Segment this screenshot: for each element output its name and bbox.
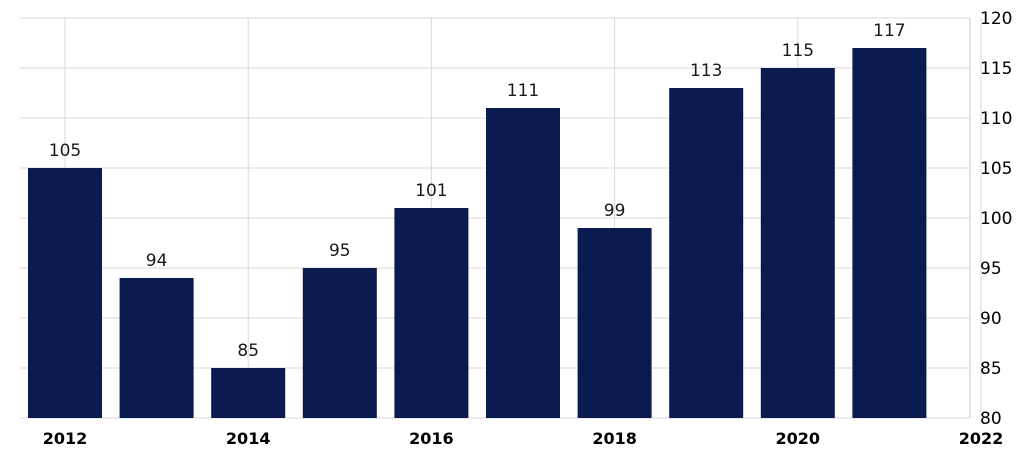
y-tick-label: 90: [980, 309, 1002, 329]
data-label-2021: 117: [873, 21, 905, 41]
x-tick-label: 2018: [592, 429, 637, 448]
bar-2013: [119, 278, 194, 418]
data-label-2016: 101: [415, 181, 447, 201]
bar-2017: [486, 108, 560, 418]
y-tick-label: 80: [980, 409, 1002, 429]
x-tick-label: 2014: [226, 429, 271, 448]
y-tick-label: 95: [980, 259, 1002, 279]
y-tick-label: 110: [980, 109, 1012, 129]
data-label-2015: 95: [329, 241, 351, 261]
data-label-2017: 111: [507, 81, 539, 101]
data-labels: 105 94 85 95 101 111 99 113 115 117: [49, 21, 906, 361]
y-tick-label: 105: [980, 159, 1012, 179]
y-tick-label: 120: [980, 9, 1012, 29]
bar-2012: [28, 168, 102, 418]
bar-2021: [852, 48, 927, 418]
bar-2015: [302, 268, 377, 418]
x-tick-label: 2022: [959, 429, 1004, 448]
y-tick-label: 100: [980, 209, 1012, 229]
data-label-2020: 115: [782, 41, 814, 61]
x-axis-ticks: 2012 2014 2016 2018 2020 2022: [43, 429, 1004, 448]
bar-2018: [577, 228, 652, 418]
data-label-2018: 99: [604, 201, 626, 221]
x-tick-label: 2012: [43, 429, 88, 448]
y-tick-label: 115: [980, 59, 1012, 79]
bar-2019: [669, 88, 744, 418]
bar-2016: [394, 208, 469, 418]
bars: [28, 48, 927, 418]
x-tick-label: 2016: [409, 429, 454, 448]
data-label-2019: 113: [690, 61, 722, 81]
data-label-2013: 94: [146, 251, 168, 271]
data-label-2014: 85: [237, 341, 259, 361]
x-tick-label: 2020: [776, 429, 821, 448]
y-axis-ticks: 80 85 90 95 100 105 110 115 120: [980, 9, 1012, 429]
bar-2014: [211, 368, 286, 418]
y-tick-label: 85: [980, 359, 1002, 379]
data-label-2012: 105: [49, 141, 81, 161]
bar-2020: [760, 68, 835, 418]
